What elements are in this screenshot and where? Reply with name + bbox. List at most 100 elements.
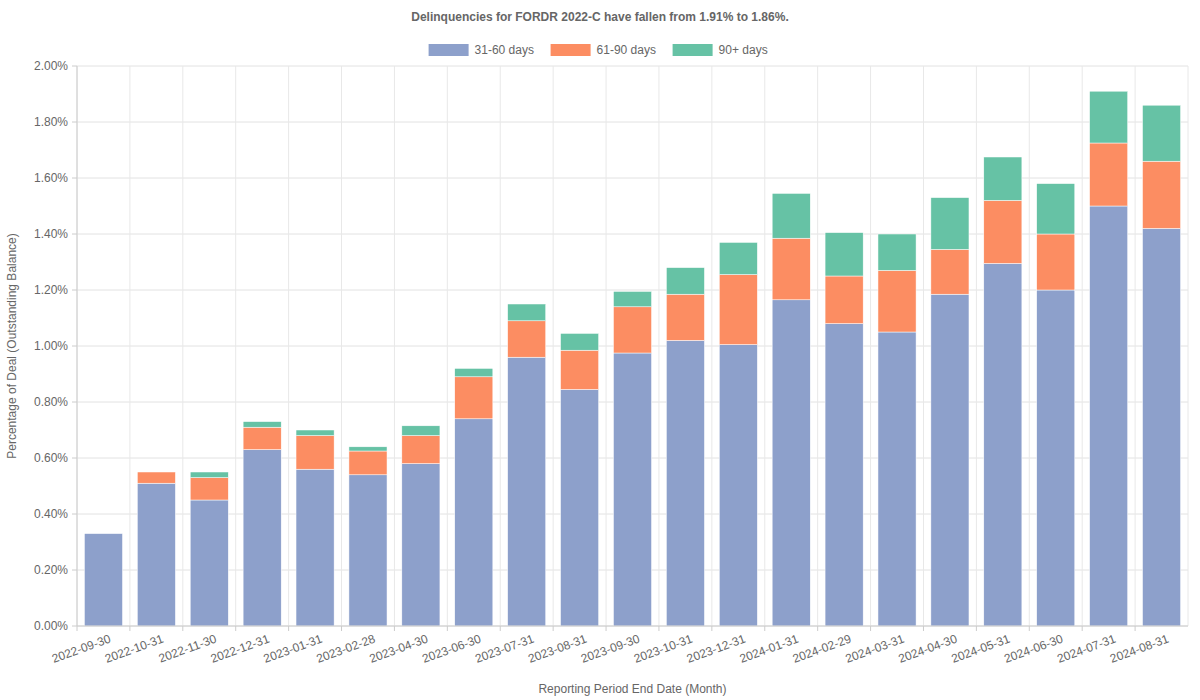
bar-segment (402, 426, 440, 436)
bar-segment (561, 333, 599, 350)
bar-segment (190, 472, 228, 478)
x-tick-label: 2022-10-31 (103, 632, 166, 666)
bar-segment (719, 275, 757, 345)
y-tick (72, 178, 77, 179)
y-tick-label: 1.80% (34, 115, 68, 129)
x-tick-label: 2023-08-31 (526, 632, 589, 666)
bar-segment (508, 357, 546, 626)
bar-segment (243, 450, 281, 626)
grid-line-vertical (129, 66, 130, 626)
grid-line-vertical (923, 66, 924, 626)
grid-line (77, 122, 1188, 123)
x-tick (606, 626, 607, 631)
bar-segment (561, 350, 599, 389)
grid-line-vertical (394, 66, 395, 626)
bars (84, 91, 1180, 626)
bar-segment (719, 345, 757, 626)
x-tick (500, 626, 501, 631)
x-tick (1082, 626, 1083, 631)
grid-line-vertical (1188, 66, 1189, 626)
grid-line-vertical (1082, 66, 1083, 626)
x-tick-label: 2023-06-30 (420, 632, 483, 666)
y-tick-label: 1.00% (34, 339, 68, 353)
x-tick (1029, 626, 1030, 631)
bar-segment (719, 242, 757, 274)
grid-line-vertical (182, 66, 183, 626)
title: Delinquencies for FORDR 2022-C have fall… (411, 10, 788, 24)
bar-segment (931, 198, 969, 250)
x-tick-label: 2023-12-31 (685, 632, 748, 666)
x-tick (341, 626, 342, 631)
bar-segment (1037, 234, 1075, 290)
bar-segment (137, 472, 175, 483)
bar-segment (296, 430, 334, 436)
y-axis (77, 66, 78, 626)
bar-segment (1037, 184, 1075, 234)
bar-segment (508, 304, 546, 321)
bar-segment (1143, 228, 1181, 626)
bar-segment (878, 234, 916, 270)
legend-label: 31-60 days (475, 43, 534, 57)
y-tick (72, 290, 77, 291)
bar-segment (296, 469, 334, 626)
y-tick-label: 0.60% (34, 451, 68, 465)
bar-segment (984, 263, 1022, 626)
bar-segment (984, 200, 1022, 263)
bar-segment (772, 238, 810, 300)
bar-segment (931, 249, 969, 294)
x-tick (77, 626, 78, 631)
x-axis (77, 626, 1188, 627)
grid-line (77, 66, 1188, 67)
bar-segment (666, 294, 704, 340)
grid-line-vertical (235, 66, 236, 626)
x-tick (870, 626, 871, 631)
grid-line-vertical (711, 66, 712, 626)
x-tick-label: 2024-08-31 (1108, 632, 1171, 666)
bar-segment (931, 294, 969, 626)
y-tick (72, 402, 77, 403)
bar-segment (613, 307, 651, 353)
bar-segment (137, 483, 175, 626)
x-tick-label: 2023-10-31 (632, 632, 695, 666)
bar-segment (349, 447, 387, 451)
grid-line-vertical (606, 66, 607, 626)
grid-line-vertical (553, 66, 554, 626)
bar-segment (84, 533, 122, 534)
bar-segment (1143, 105, 1181, 161)
y-tick (72, 122, 77, 123)
grid-line-vertical (870, 66, 871, 626)
x-tick-label: 2024-01-31 (738, 632, 801, 666)
bar-segment (984, 157, 1022, 200)
x-tick-label: 2024-04-30 (896, 632, 959, 666)
y-tick-label: 0.40% (34, 507, 68, 521)
x-tick (976, 626, 977, 631)
bar-segment (561, 389, 599, 626)
bar-segment (825, 233, 863, 276)
bar-segment (455, 368, 493, 376)
legend-swatch (673, 44, 713, 56)
grid-line (77, 626, 1188, 627)
x-tick-label: 2023-01-31 (262, 632, 325, 666)
y-tick (72, 234, 77, 235)
legend: 31-60 days61-90 days90+ days (429, 43, 768, 57)
bar-segment (455, 419, 493, 626)
legend-swatch (551, 44, 591, 56)
x-tick-label: 2024-07-31 (1055, 632, 1118, 666)
bar-segment (243, 427, 281, 449)
bar-segment (190, 500, 228, 626)
x-tick (182, 626, 183, 631)
y-tick-label: 0.20% (34, 563, 68, 577)
bar-segment (772, 300, 810, 626)
grid-line-vertical (1029, 66, 1030, 626)
x-tick-label: 2023-07-31 (473, 632, 536, 666)
grid-line-vertical (500, 66, 501, 626)
x-tick (288, 626, 289, 631)
bar-segment (1090, 91, 1128, 143)
bar-segment (508, 321, 546, 357)
bar-segment (878, 332, 916, 626)
x-tick (711, 626, 712, 631)
x-tick (447, 626, 448, 631)
y-tick (72, 626, 77, 627)
x-tick (553, 626, 554, 631)
grid-line-vertical (658, 66, 659, 626)
